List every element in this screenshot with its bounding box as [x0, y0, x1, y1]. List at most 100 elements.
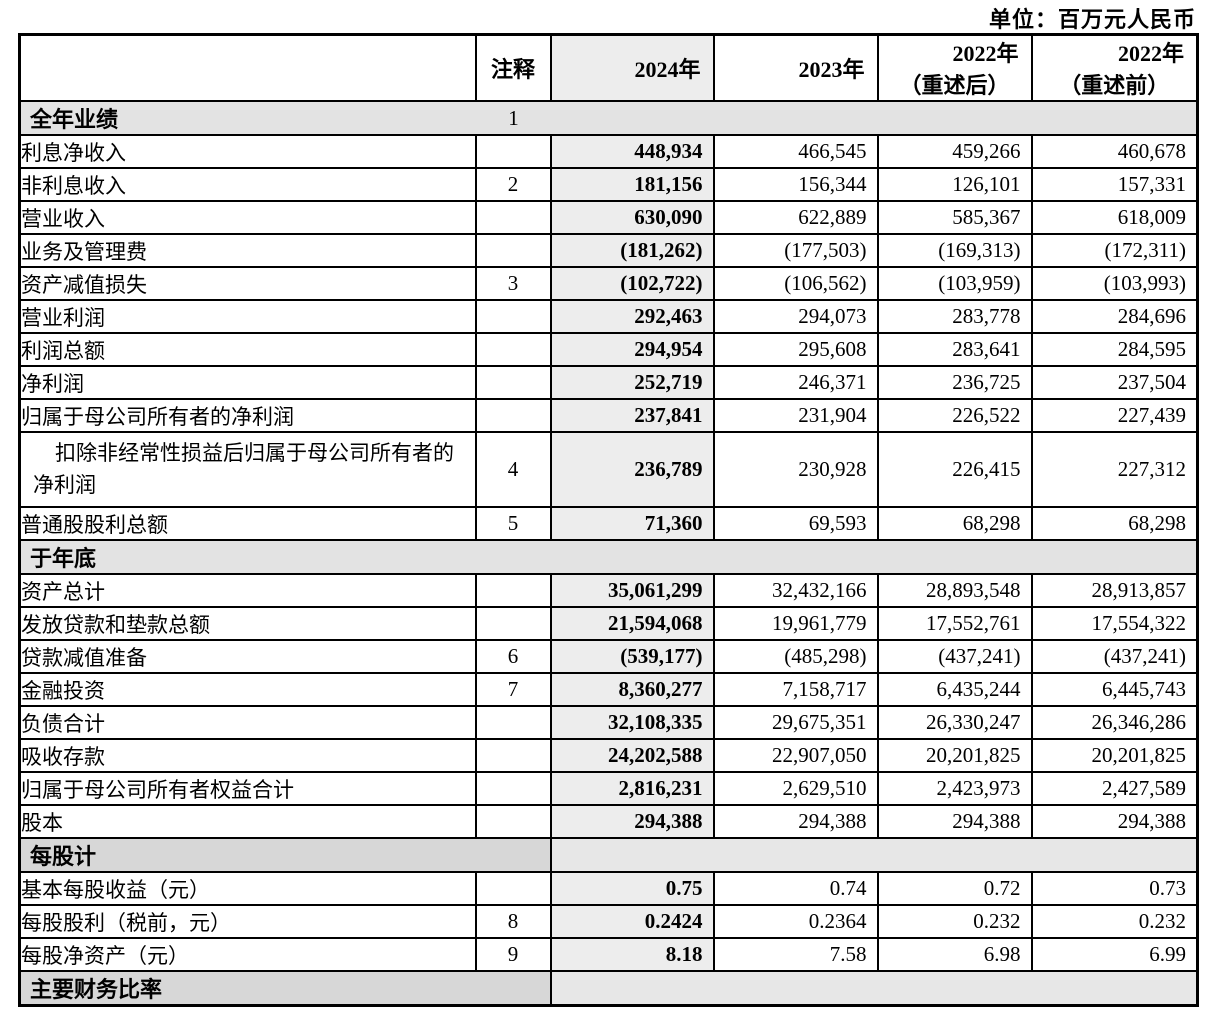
table-row: 净利润 252,719 246,371 236,725 237,504	[18, 365, 1199, 400]
table-row: 每股净资产（元） 9 8.18 7.58 6.98 6.99	[18, 937, 1199, 972]
section-label: 于年底	[30, 546, 97, 571]
value-cell: 68,298	[1030, 506, 1199, 541]
value-cell: 0.74	[712, 871, 879, 906]
value-cell: 227,312	[1030, 431, 1199, 508]
header-2023-column: 2023年	[712, 33, 879, 102]
unit-label: 单位：百万元人民币	[988, 7, 1196, 32]
row-label: 利息净收入	[18, 134, 477, 169]
row-label: 净利润	[18, 365, 477, 400]
row-label: 普通股股利总额	[18, 506, 477, 541]
value-cell: 69,593	[712, 506, 879, 541]
value-cell: (437,241)	[876, 639, 1033, 674]
value-cell: 28,913,857	[1030, 573, 1199, 608]
table-header: 注释 2024年 2023年 2022年 （重述后） 2022年 （重述前）	[18, 33, 1199, 102]
row-label: 吸收存款	[18, 738, 477, 773]
header-2022-prior-year: 2022年	[1117, 41, 1184, 66]
section-label: 主要财务比率	[18, 970, 552, 1007]
value-cell: 236,725	[876, 365, 1033, 400]
value-cell: 0.72	[876, 871, 1033, 906]
value-2024: 0.75	[549, 871, 715, 906]
value-cell: (103,993)	[1030, 266, 1199, 301]
note-cell: 9	[474, 937, 552, 972]
value-2024: 32,108,335	[549, 705, 715, 740]
value-2024: (181,262)	[549, 233, 715, 268]
table-row: 营业收入 630,090 622,889 585,367 618,009	[18, 200, 1199, 235]
value-cell: 6,445,743	[1030, 672, 1199, 707]
value-2024: 0.2424	[549, 904, 715, 939]
note-cell	[474, 233, 552, 268]
row-label: 归属于母公司所有者权益合计	[18, 771, 477, 806]
value-cell: 466,545	[712, 134, 879, 169]
value-cell: 20,201,825	[876, 738, 1033, 773]
value-2024: 294,954	[549, 332, 715, 367]
value-cell: (177,503)	[712, 233, 879, 268]
value-2024: 292,463	[549, 299, 715, 334]
value-cell: 26,330,247	[876, 705, 1033, 740]
section-note: 1	[508, 105, 519, 130]
section-cell: 于年底	[18, 539, 1199, 575]
section-label: 每股计	[18, 837, 552, 873]
table-row: 股本 294,388 294,388 294,388 294,388	[18, 804, 1199, 839]
value-cell: 29,675,351	[712, 705, 879, 740]
value-2024: 8.18	[549, 937, 715, 972]
note-cell: 8	[474, 904, 552, 939]
value-2024: 294,388	[549, 804, 715, 839]
row-label: 资产总计	[18, 573, 477, 608]
row-label: 归属于母公司所有者的净利润	[18, 398, 477, 433]
note-cell: 3	[474, 266, 552, 301]
value-cell: 230,928	[712, 431, 879, 508]
row-label: 基本每股收益（元）	[18, 871, 477, 906]
value-2024: 71,360	[549, 506, 715, 541]
table-row: 金融投资 7 8,360,277 7,158,717 6,435,244 6,445,74…	[18, 672, 1199, 707]
value-cell: 26,346,286	[1030, 705, 1199, 740]
value-cell: 0.2364	[712, 904, 879, 939]
section-row: 每股计	[18, 837, 1199, 873]
note-cell: 4	[474, 431, 552, 508]
value-2024: 2,816,231	[549, 771, 715, 806]
section-cell: 全年业绩 1	[18, 100, 1199, 136]
value-cell: 284,696	[1030, 299, 1199, 334]
value-2024: 237,841	[549, 398, 715, 433]
note-cell	[474, 299, 552, 334]
table-row: 资产总计 35,061,299 32,432,166 28,893,548 28,913…	[18, 573, 1199, 608]
table-row: 负债合计 32,108,335 29,675,351 26,330,247 26,346…	[18, 705, 1199, 740]
row-label: 扣除非经常性损益后归属于母公司所有者的净利润	[18, 431, 477, 508]
row-label: 发放贷款和垫款总额	[18, 606, 477, 641]
table-row: 普通股股利总额 5 71,360 69,593 68,298 68,298	[18, 506, 1199, 541]
value-cell: 294,388	[1030, 804, 1199, 839]
value-2024: 8,360,277	[549, 672, 715, 707]
value-cell: 459,266	[876, 134, 1033, 169]
note-cell	[474, 606, 552, 641]
row-label: 非利息收入	[18, 167, 477, 202]
note-cell	[474, 705, 552, 740]
value-cell: (106,562)	[712, 266, 879, 301]
header-item-column	[18, 33, 477, 102]
value-cell: 283,641	[876, 332, 1033, 367]
value-cell: 7.58	[712, 937, 879, 972]
note-cell	[474, 332, 552, 367]
value-cell: 0.73	[1030, 871, 1199, 906]
value-cell: 6.98	[876, 937, 1033, 972]
value-cell: (437,241)	[1030, 639, 1199, 674]
table-row: 利润总额 294,954 295,608 283,641 284,595	[18, 332, 1199, 367]
section-row: 全年业绩 1	[18, 100, 1199, 136]
value-cell: 68,298	[876, 506, 1033, 541]
value-2024: (539,177)	[549, 639, 715, 674]
value-cell: 618,009	[1030, 200, 1199, 235]
value-cell: 2,427,589	[1030, 771, 1199, 806]
table-row: 发放贷款和垫款总额 21,594,068 19,961,779 17,552,761 1…	[18, 606, 1199, 641]
table-row: 贷款减值准备 6 (539,177) (485,298) (437,241) (437,2…	[18, 639, 1199, 674]
row-label: 负债合计	[18, 705, 477, 740]
note-cell	[474, 200, 552, 235]
table-row: 扣除非经常性损益后归属于母公司所有者的净利润 4 236,789 230,928 226…	[18, 431, 1199, 508]
note-cell: 7	[474, 672, 552, 707]
value-cell: 284,595	[1030, 332, 1199, 367]
value-cell: 7,158,717	[712, 672, 879, 707]
table-row: 归属于母公司所有者的净利润 237,841 231,904 226,522 227,43…	[18, 398, 1199, 433]
value-cell: 585,367	[876, 200, 1033, 235]
section-label: 全年业绩	[30, 107, 119, 132]
value-2024: 236,789	[549, 431, 715, 508]
note-cell	[474, 573, 552, 608]
note-cell: 6	[474, 639, 552, 674]
